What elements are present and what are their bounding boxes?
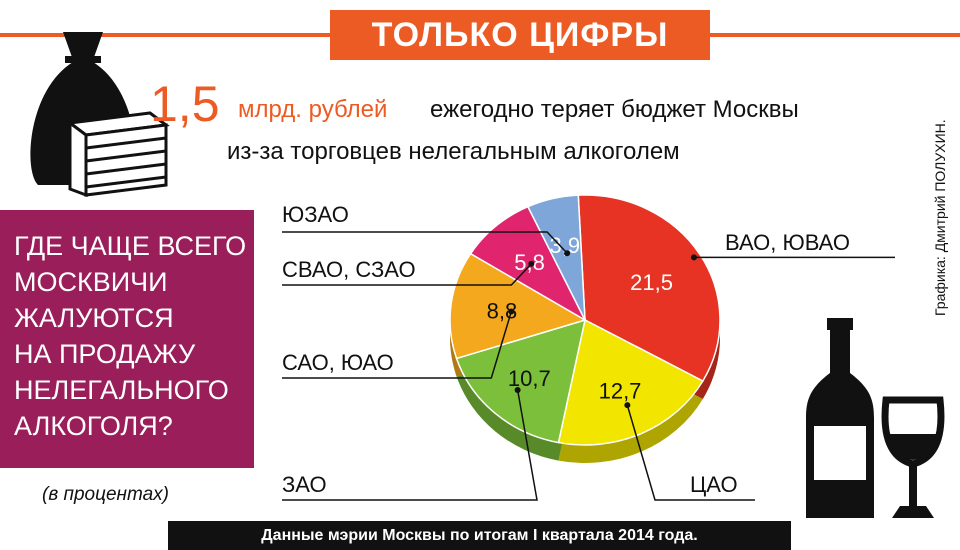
wine-bottle-icon bbox=[806, 318, 874, 518]
callout-label: ВАО, ЮВАО bbox=[725, 230, 850, 255]
pie-slices bbox=[449, 194, 721, 446]
headline-text-line2: из-за торговцев нелегальным алкоголем bbox=[227, 138, 680, 165]
question-line: ГДЕ ЧАЩЕ ВСЕГО bbox=[14, 231, 247, 261]
pie-slice bbox=[557, 318, 704, 446]
callout-dot bbox=[564, 250, 571, 257]
callout-dot bbox=[514, 386, 521, 393]
callout-dot bbox=[528, 260, 535, 267]
pie-slice bbox=[526, 194, 586, 321]
callout-label: САО, ЮАО bbox=[282, 350, 394, 375]
source-note: Данные мэрии Москвы по итогам I квартала… bbox=[261, 527, 698, 544]
headline-text: ежегодно теряет бюджет Москвы bbox=[430, 96, 799, 123]
question-line: НЕЛЕГАЛЬНОГО bbox=[14, 375, 229, 405]
pie-slice bbox=[449, 252, 587, 360]
page-title: ТОЛЬКО ЦИФРЫ bbox=[371, 16, 669, 54]
units-note: (в процентах) bbox=[42, 484, 170, 505]
callout-label: ЗАО bbox=[282, 472, 327, 497]
callout-dot bbox=[624, 402, 631, 409]
pie-callouts: ВАО, ЮВАО ЦАО ЗАО САО, ЮАО СВАО, СЗАО ЮЗАО bbox=[282, 202, 895, 501]
callout-label: ЦАО bbox=[690, 472, 738, 497]
headline-unit: млрд. рублей bbox=[238, 96, 388, 123]
question-line: ЖАЛУЮТСЯ bbox=[14, 303, 174, 333]
headline-number: 1,5 bbox=[150, 76, 220, 132]
callout-dot bbox=[508, 308, 515, 315]
callout-dot bbox=[690, 254, 697, 261]
callout-label: СВАО, СЗАО bbox=[282, 257, 416, 282]
footer-bar bbox=[168, 521, 791, 550]
pie-value-label: 12,7 bbox=[599, 378, 642, 403]
question-box: ГДЕ ЧАЩЕ ВСЕГО МОСКВИЧИ ЖАЛУЮТСЯ НА ПРОД… bbox=[0, 210, 254, 468]
pie-value-label: 10,7 bbox=[508, 366, 551, 391]
callout-line bbox=[282, 311, 513, 379]
callout-line bbox=[282, 231, 568, 254]
question-line: МОСКВИЧИ bbox=[14, 267, 168, 297]
banner bbox=[330, 10, 710, 60]
pie-value-label: 21,5 bbox=[630, 270, 673, 295]
callout-line bbox=[282, 389, 538, 501]
callout-line bbox=[626, 404, 755, 501]
callout-line bbox=[282, 263, 532, 286]
question-line: АЛКОГОЛЯ? bbox=[14, 411, 173, 441]
banknote-stack-icon bbox=[66, 111, 170, 198]
pie-slice bbox=[455, 318, 587, 444]
callout-label: ЮЗАО bbox=[282, 202, 349, 227]
pie-slice bbox=[469, 205, 587, 322]
wine-glass-icon bbox=[881, 396, 945, 518]
question-line: НА ПРОДАЖУ bbox=[14, 339, 196, 369]
